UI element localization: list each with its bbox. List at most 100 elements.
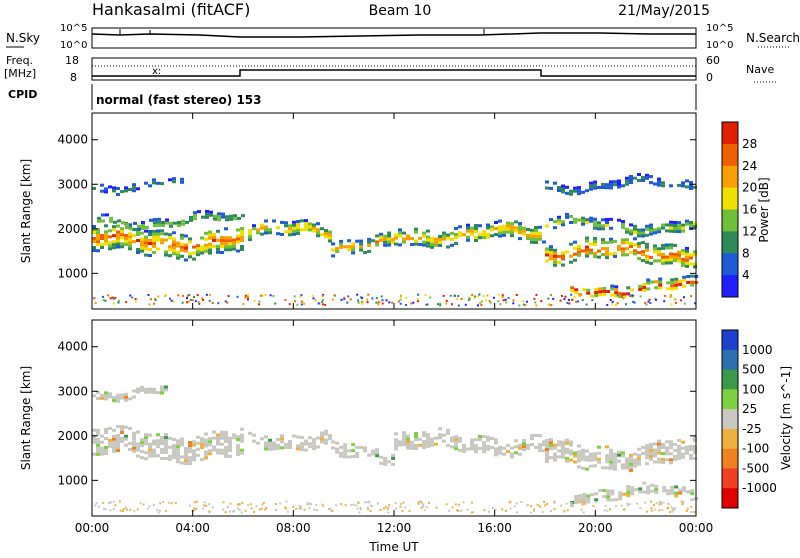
velocity-colorbar-tick: -500 [742, 461, 769, 475]
power-colorbar-swatch [722, 275, 738, 298]
power-near-range-scatter [93, 293, 696, 307]
velocity-band [248, 429, 332, 452]
power-heatmap-data [92, 173, 699, 307]
noise-left-tick-top: 10^5 [60, 23, 87, 34]
velocity-colorbar-swatch [722, 389, 738, 410]
velocity-band [394, 427, 546, 459]
date-title: 21/May/2015 [618, 3, 710, 19]
noise-left-tick-bottom: 10^0 [60, 40, 87, 51]
power-colorbar-tick: 24 [742, 159, 757, 173]
velocity-x-tick-label: 00:00 [75, 521, 110, 535]
velocity-y-tick-label: 1000 [57, 473, 88, 487]
velocity-band [92, 385, 168, 403]
velocity-colorbar-tick: 1000 [742, 343, 773, 357]
velocity-y-tick-label: 2000 [57, 429, 88, 443]
velocity-colorbar-swatch [722, 428, 738, 450]
velocity-colorbar-tick: 500 [742, 363, 765, 377]
velocity-colorbar-label: Velocity [m s^-1] [779, 366, 793, 470]
velocity-colorbar-tick: 100 [742, 382, 765, 396]
power-colorbar-swatch [722, 122, 738, 145]
velocity-y-axis-label: Slant Range [km] [19, 366, 33, 470]
velocity-y-tick-label: 4000 [57, 340, 88, 354]
power-band [331, 231, 396, 258]
power-colorbar-swatch [722, 231, 738, 254]
cpid-label: CPID [8, 88, 37, 101]
noise-sky-label: N.Sky [6, 31, 40, 45]
velocity-x-tick-label: 00:00 [679, 521, 714, 535]
power-colorbar-swatch [722, 143, 738, 167]
nave-tick-bottom: 0 [706, 71, 713, 84]
power-colorbar-tick: 28 [742, 137, 757, 151]
velocity-colorbar-swatch [722, 468, 738, 489]
velocity-colorbar-frame [721, 329, 739, 509]
noise-sky-trace [91, 32, 696, 38]
velocity-colorbar-swatch [722, 330, 738, 351]
power-y-axis: 1000 2000 3000 4000 [57, 133, 696, 280]
power-band [570, 274, 699, 299]
station-title: Hankasalmi (fitACF) [92, 0, 250, 19]
velocity-band [331, 440, 396, 466]
velocity-band [570, 481, 699, 507]
velocity-band [92, 425, 244, 466]
power-colorbar-swatch [722, 209, 738, 232]
power-band [545, 173, 697, 196]
power-colorbar-tick: 12 [742, 224, 757, 238]
power-colorbar-swatch [722, 187, 738, 210]
freq-tick-bottom: 8 [70, 71, 77, 84]
noise-right-tick-top: 10^5 [706, 23, 733, 34]
power-y-axis-label: Slant Range [km] [19, 159, 33, 263]
frequency-panel: Freq. [MHz] 18 8 60 0 Nave x: [4, 54, 778, 84]
power-y-tick-label: 1000 [57, 266, 88, 280]
power-band [394, 219, 546, 249]
velocity-chart: 1000 2000 3000 4000 00:00 04:00 08:00 12:00 16:… [19, 319, 714, 554]
freq-tick-top: 18 [65, 54, 79, 67]
power-colorbar-label: Power [dB] [757, 177, 771, 242]
velocity-near-range-scatter [94, 500, 696, 514]
velocity-colorbar-swatch [722, 349, 738, 371]
power-band [97, 209, 245, 231]
power-y-tick-label: 2000 [57, 222, 88, 236]
velocity-x-tick-label: 20:00 [578, 521, 613, 535]
velocity-x-tick-label: 04:00 [175, 521, 210, 535]
noise-right-tick-bottom: 10^0 [706, 40, 733, 51]
power-band [545, 212, 697, 238]
freq-scatter-mark: x: [152, 66, 161, 77]
velocity-colorbar-tick: -1000 [742, 481, 777, 495]
velocity-x-tick-label: 08:00 [276, 521, 311, 535]
power-band [545, 236, 697, 269]
power-x-axis [91, 113, 697, 309]
cpid-value: normal (fast stereo) 153 [96, 93, 262, 107]
power-colorbar-swatch [722, 253, 738, 276]
power-chart: 1000 2000 3000 4000 Slant Range [km] [19, 112, 699, 310]
velocity-colorbar-swatch [722, 488, 738, 509]
power-band [92, 222, 244, 262]
velocity-x-axis: 00:00 04:00 08:00 12:00 16:00 20:00 00:00 [75, 320, 714, 535]
velocity-x-tick-label: 16:00 [477, 521, 512, 535]
velocity-colorbar-tick: -25 [742, 422, 762, 436]
velocity-x-tick-label: 12:00 [377, 521, 412, 535]
velocity-heatmap-data [92, 385, 699, 514]
noise-panel: N.Sky 10^5 10^0 10^5 10^0 N.Search [6, 23, 800, 51]
nave-trace [92, 69, 696, 77]
velocity-colorbar-swatch [722, 409, 738, 430]
noise-search-label: N.Search [746, 31, 800, 45]
velocity-colorbar: 1000 500 100 25 -25 -100 -500 -1000 Velocity [m… [721, 329, 793, 509]
power-colorbar-frame [721, 121, 739, 298]
velocity-y-axis: 1000 2000 3000 4000 [57, 340, 696, 487]
velocity-colorbar-tick: 25 [742, 402, 757, 416]
power-colorbar-tick: 16 [742, 203, 757, 217]
power-colorbar-tick: 20 [742, 181, 757, 195]
velocity-colorbar-swatch [722, 448, 738, 469]
velocity-colorbar-swatch [722, 369, 738, 390]
freq-unit-label: [MHz] [4, 67, 36, 80]
velocity-colorbar-tick: -100 [742, 442, 769, 456]
power-colorbar: 28 24 20 16 12 8 4 Power [dB] [721, 121, 771, 298]
beam-title: Beam 10 [369, 3, 432, 19]
power-y-tick-label: 4000 [57, 133, 88, 147]
freq-label: Freq. [6, 54, 33, 67]
velocity-chart-frame [91, 319, 697, 517]
power-band [92, 177, 184, 196]
power-colorbar-tick: 8 [742, 246, 750, 260]
nave-tick-top: 60 [706, 54, 720, 67]
velocity-y-tick-label: 3000 [57, 384, 88, 398]
